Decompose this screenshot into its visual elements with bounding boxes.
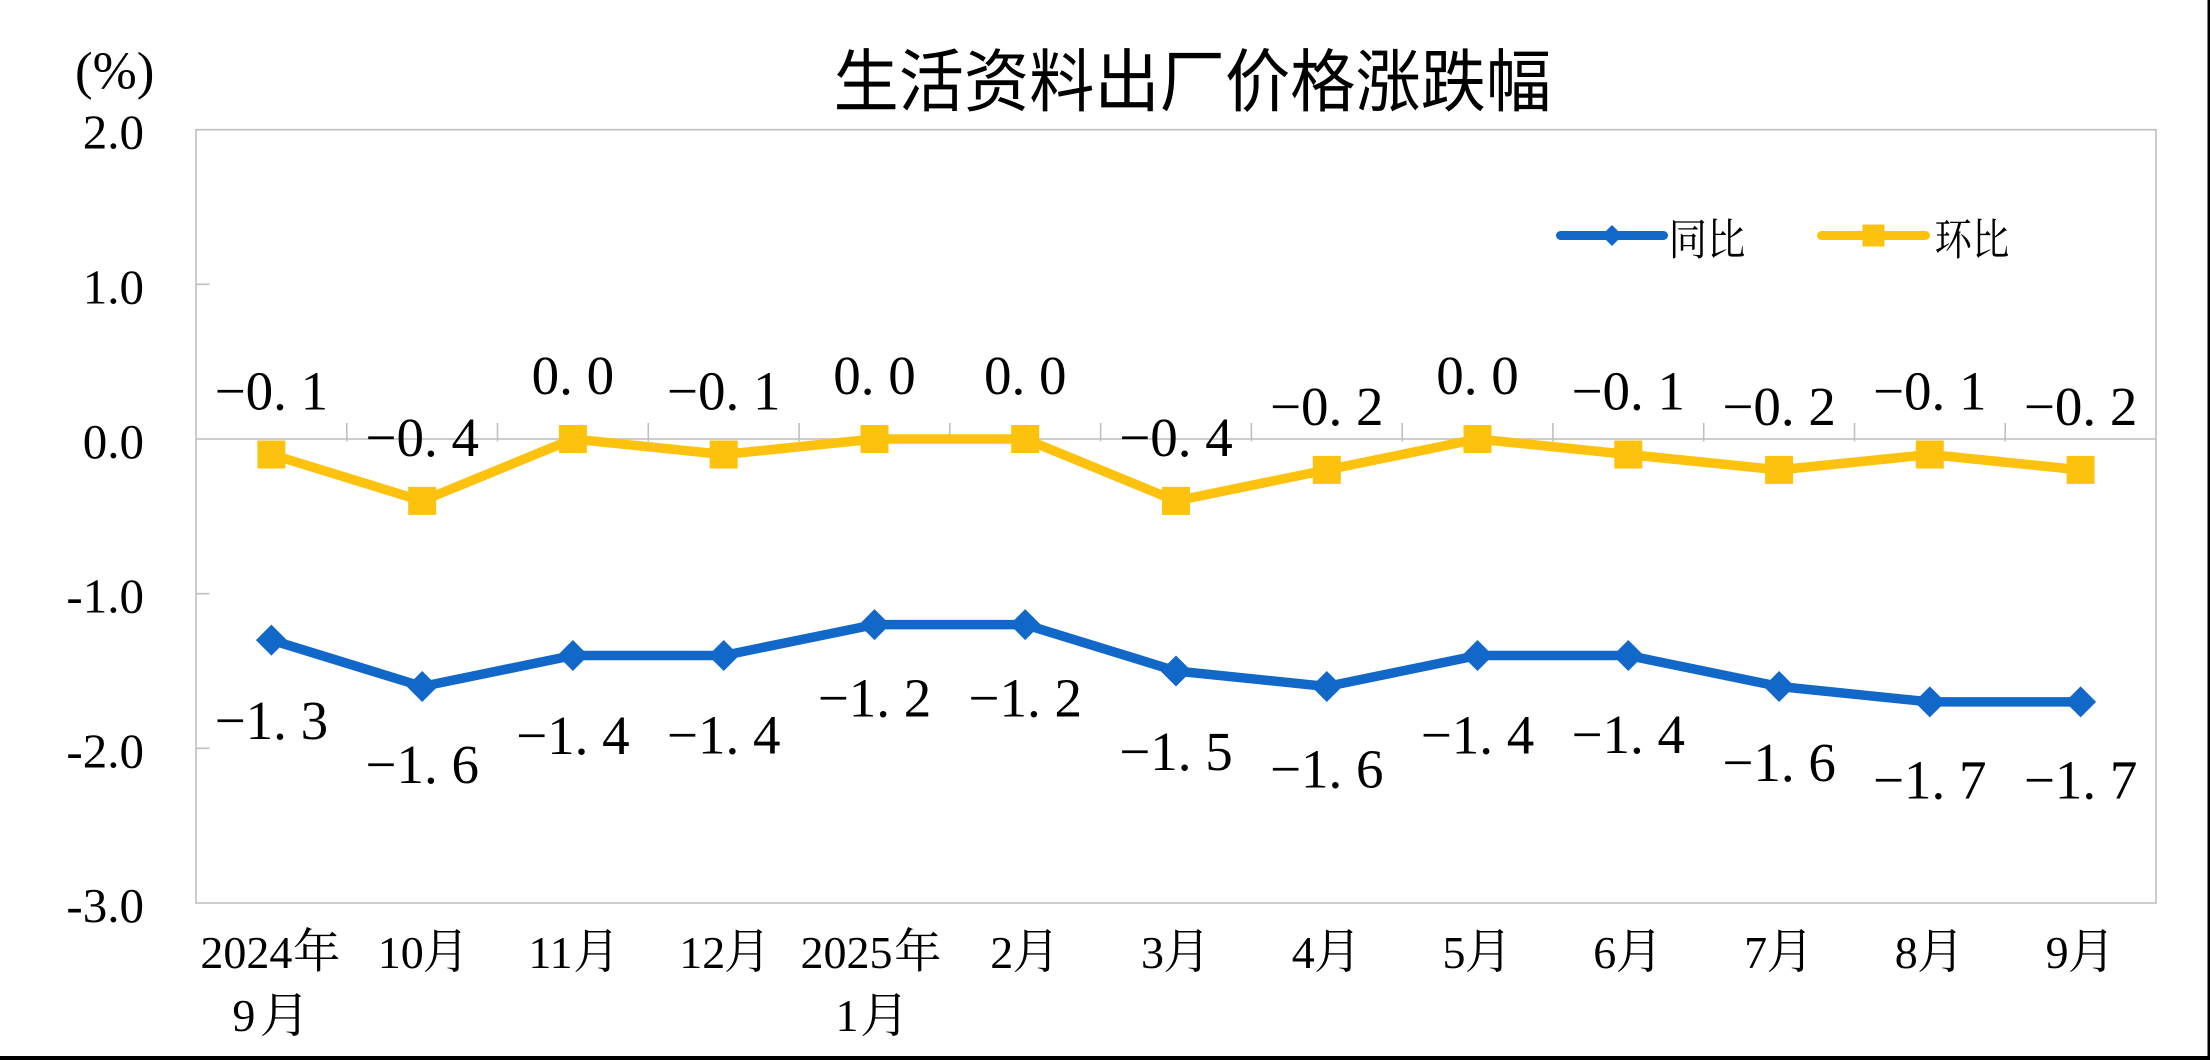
svg-text:1: 1: [836, 990, 859, 1041]
svg-text:−0. 1: −0. 1: [215, 361, 329, 422]
svg-text:−0. 2: −0. 2: [1270, 376, 1384, 437]
svg-text:2.0: 2.0: [83, 105, 144, 160]
svg-text:−1. 6: −1. 6: [1270, 739, 1384, 800]
svg-text:8: 8: [1895, 927, 1918, 978]
svg-text:0. 0: 0. 0: [833, 345, 916, 406]
svg-text:−1. 4: −1. 4: [1572, 704, 1686, 765]
svg-text:0.0: 0.0: [83, 414, 144, 469]
svg-text:0. 0: 0. 0: [532, 345, 615, 406]
svg-text:2024: 2024: [200, 927, 292, 978]
svg-text:−1. 6: −1. 6: [365, 734, 479, 795]
svg-text:0. 0: 0. 0: [984, 345, 1067, 406]
svg-text:11: 11: [528, 927, 572, 978]
svg-text:−0. 1: −0. 1: [667, 361, 781, 422]
svg-text:−1. 4: −1. 4: [516, 705, 630, 766]
svg-text:(%): (%): [75, 43, 154, 101]
svg-text:-3.0: -3.0: [66, 878, 144, 933]
svg-text:1.0: 1.0: [83, 259, 144, 314]
svg-text:10: 10: [378, 927, 424, 978]
svg-text:−1. 2: −1. 2: [818, 668, 932, 729]
svg-text:−0. 2: −0. 2: [2024, 376, 2138, 437]
svg-text:2: 2: [990, 927, 1013, 978]
svg-text:−1. 4: −1. 4: [667, 705, 781, 766]
svg-text:−1. 4: −1. 4: [1421, 705, 1535, 766]
svg-text:7: 7: [1744, 927, 1767, 978]
svg-text:−0. 2: −0. 2: [1722, 376, 1836, 437]
svg-text:6: 6: [1593, 927, 1616, 978]
svg-text:3: 3: [1141, 927, 1164, 978]
svg-text:−1. 5: −1. 5: [1119, 721, 1233, 782]
svg-text:-2.0: -2.0: [66, 723, 144, 778]
svg-text:12: 12: [679, 927, 725, 978]
svg-text:−0. 1: −0. 1: [1873, 361, 1987, 422]
svg-text:−1. 3: −1. 3: [215, 690, 329, 751]
svg-text:−0. 1: −0. 1: [1572, 361, 1686, 422]
svg-text:−1. 7: −1. 7: [2024, 749, 2138, 810]
svg-text:0. 0: 0. 0: [1436, 345, 1519, 406]
svg-text:−1. 7: −1. 7: [1873, 749, 1987, 810]
svg-text:−0. 4: −0. 4: [365, 407, 479, 468]
svg-text:4: 4: [1292, 927, 1315, 978]
svg-text:-1.0: -1.0: [66, 569, 144, 624]
svg-text:9: 9: [2046, 927, 2069, 978]
svg-text:9: 9: [232, 990, 255, 1041]
svg-text:5: 5: [1443, 927, 1466, 978]
svg-text:−1. 6: −1. 6: [1722, 732, 1836, 793]
svg-text:−1. 2: −1. 2: [968, 668, 1082, 729]
svg-text:2025: 2025: [801, 927, 893, 978]
svg-text:−0. 4: −0. 4: [1119, 407, 1233, 468]
